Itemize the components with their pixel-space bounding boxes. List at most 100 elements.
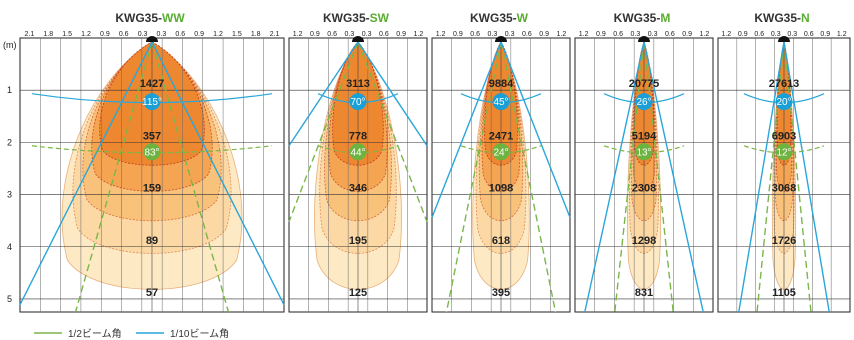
tick-label: 0.6 bbox=[613, 31, 623, 38]
light-distribution-w bbox=[472, 41, 530, 290]
half-angle-badge-m: 13° bbox=[635, 143, 653, 161]
half-angle-circle bbox=[492, 143, 510, 161]
illuminance-value: 57 bbox=[146, 287, 158, 299]
beams-w bbox=[431, 41, 571, 313]
tick-label: 0.3 bbox=[345, 31, 355, 38]
tick-label: 1.2 bbox=[837, 31, 847, 38]
tick-label: 1.2 bbox=[721, 31, 731, 38]
grid-w bbox=[432, 38, 570, 312]
panel-suffix-n: N bbox=[801, 11, 810, 25]
tick-label: 1.2 bbox=[579, 31, 589, 38]
tick-label: 0.3 bbox=[787, 31, 797, 38]
legend: 1/2ビーム角 1/10ビーム角 bbox=[34, 328, 229, 340]
panel-suffix-ww: WW bbox=[162, 11, 185, 25]
tick-label: 0.9 bbox=[738, 31, 748, 38]
tenth-angle-text: 26° bbox=[636, 97, 651, 108]
panel-model-ww: KWG35- bbox=[115, 11, 162, 25]
half-beam-line bbox=[151, 41, 230, 313]
panel-model-m: KWG35- bbox=[614, 11, 661, 25]
illuminance-value: 1427 bbox=[140, 78, 164, 90]
tenth-beam-line bbox=[584, 41, 645, 313]
half-angle-badge-sw: 44° bbox=[349, 143, 367, 161]
tick-label: 0.3 bbox=[157, 31, 167, 38]
panel-title-w: KWG35-W bbox=[470, 11, 529, 25]
illuminance-value: 618 bbox=[492, 235, 510, 247]
distance-label: 2 bbox=[7, 137, 12, 147]
tenth-angle-badge-m: 26° bbox=[635, 93, 653, 111]
tick-label: 0.9 bbox=[100, 31, 110, 38]
panel-n: KWG35-N 1.2 0.9 0.6 0.3 0.3 0.6 0.9 1.2 27613 6903… bbox=[717, 11, 851, 313]
distance-label: 5 bbox=[7, 294, 12, 304]
ticks-sw: 1.2 0.9 0.6 0.3 0.3 0.6 0.9 1.2 bbox=[293, 31, 424, 38]
tenth-angle-text: 70° bbox=[350, 97, 365, 108]
tick-label: 0.3 bbox=[488, 31, 498, 38]
distance-axis: (m) 1 2 3 4 5 bbox=[3, 40, 17, 304]
grid-ww bbox=[20, 38, 284, 312]
tick-label: 0.6 bbox=[175, 31, 185, 38]
panels: KWG35-WW2.1 1.8 1.5 1.2 0.9 0.6 0.3 0.3 0.6 0.9 1.… bbox=[3, 11, 851, 313]
half-angle-badge-n: 12° bbox=[775, 143, 793, 161]
tick-label: 1.8 bbox=[43, 31, 53, 38]
half-beam-line bbox=[643, 41, 674, 313]
panel-model-n: KWG35- bbox=[754, 11, 801, 25]
tick-label: 0.9 bbox=[194, 31, 204, 38]
tick-label: 0.6 bbox=[754, 31, 764, 38]
tick-label: 0.3 bbox=[631, 31, 641, 38]
tenth-angle-circle bbox=[349, 93, 367, 111]
tenth-beam-line bbox=[151, 41, 285, 306]
illuminance-value: 1298 bbox=[632, 235, 656, 247]
half-beam-line bbox=[445, 41, 502, 313]
tick-label: 1.2 bbox=[557, 31, 567, 38]
tick-label: 2.1 bbox=[270, 31, 280, 38]
ticks-n: 1.2 0.9 0.6 0.3 0.3 0.6 0.9 1.2 bbox=[721, 31, 846, 38]
fixture-icon bbox=[352, 36, 364, 42]
half-angle-badge-w: 24° bbox=[492, 143, 510, 161]
tenth-angle-text: 115° bbox=[142, 97, 162, 108]
tick-label: 0.6 bbox=[665, 31, 675, 38]
illuminance-value: 89 bbox=[146, 235, 158, 247]
illuminance-value: 2471 bbox=[489, 130, 513, 142]
tick-label: 0.9 bbox=[310, 31, 320, 38]
tick-label: 0.6 bbox=[327, 31, 337, 38]
tenth-angle-circle bbox=[492, 93, 510, 111]
panel-model-sw: KWG35- bbox=[323, 11, 370, 25]
tick-label: 0.9 bbox=[682, 31, 692, 38]
tick-label: 0.9 bbox=[453, 31, 463, 38]
illuminance-value: 2308 bbox=[632, 183, 656, 195]
illuminance-value: 125 bbox=[349, 287, 367, 299]
tick-label: 0.3 bbox=[505, 31, 515, 38]
legend-tenth-label: 1/10ビーム角 bbox=[170, 328, 229, 340]
tenth-angle-badge-w: 45° bbox=[492, 93, 510, 111]
illuminance-value: 357 bbox=[143, 130, 161, 142]
half-angle-text: 83° bbox=[144, 147, 159, 158]
illuminance-value: 27613 bbox=[769, 78, 800, 90]
half-angle-circle bbox=[143, 143, 161, 161]
tick-label: 0.6 bbox=[119, 31, 129, 38]
panel-title-n: KWG35-N bbox=[754, 11, 809, 25]
half-beam-line bbox=[74, 41, 153, 313]
tick-label: 0.3 bbox=[771, 31, 781, 38]
beams-n bbox=[738, 41, 830, 313]
panel-suffix-w: W bbox=[517, 11, 529, 25]
tick-label: 2.1 bbox=[25, 31, 35, 38]
half-angle-circle bbox=[775, 143, 793, 161]
illuminance-value: 20775 bbox=[629, 78, 660, 90]
panel-title-sw: KWG35-SW bbox=[323, 11, 390, 25]
illuminance-value: 1105 bbox=[772, 287, 796, 299]
tick-label: 0.6 bbox=[379, 31, 389, 38]
illuminance-value: 831 bbox=[635, 287, 653, 299]
half-beam-line bbox=[614, 41, 645, 313]
tick-label: 1.2 bbox=[700, 31, 710, 38]
illuminance-value: 6903 bbox=[772, 130, 796, 142]
half-beam-line bbox=[756, 41, 785, 313]
illuminance-value: 3068 bbox=[772, 183, 796, 195]
tick-label: 1.2 bbox=[81, 31, 91, 38]
tick-label: 1.2 bbox=[293, 31, 303, 38]
illuminance-value: 395 bbox=[492, 287, 510, 299]
tenth-beam-line bbox=[288, 41, 359, 147]
panel-sw: KWG35-SW 1.2 0.9 0.6 0.3 0.3 0.6 0.9 1.2 3113 778 3… bbox=[288, 11, 428, 313]
tick-label: 1.2 bbox=[414, 31, 424, 38]
illuminance-value: 195 bbox=[349, 235, 367, 247]
tick-label: 0.3 bbox=[362, 31, 372, 38]
